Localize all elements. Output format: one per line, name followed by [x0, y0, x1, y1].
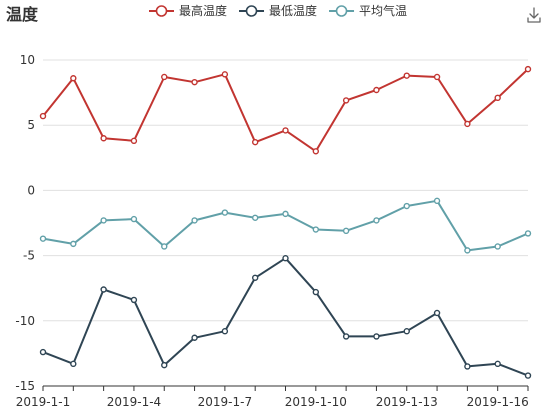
legend-swatch-marker	[155, 5, 168, 17]
legend-item[interactable]: 平均气温	[329, 3, 407, 18]
data-point[interactable]	[373, 333, 380, 340]
y-tick-label: 10	[20, 53, 35, 67]
legend-label: 最低温度	[269, 3, 317, 18]
data-point[interactable]	[494, 243, 501, 250]
y-axis: 10 5 0 -5 -10 -15	[15, 53, 35, 393]
data-point[interactable]	[282, 255, 289, 262]
data-point[interactable]	[373, 86, 380, 94]
data-point[interactable]	[342, 97, 350, 104]
data-point[interactable]	[403, 72, 410, 79]
data-point[interactable]	[100, 286, 107, 293]
data-point[interactable]	[161, 361, 168, 369]
data-point[interactable]	[464, 120, 471, 128]
data-point[interactable]	[342, 227, 350, 235]
data-point[interactable]	[464, 247, 471, 254]
data-point[interactable]	[70, 240, 77, 248]
data-point[interactable]	[494, 94, 501, 102]
data-point[interactable]	[100, 217, 107, 224]
data-point[interactable]	[312, 226, 320, 233]
x-tick-label: 2019-1-10	[285, 395, 347, 409]
data-point[interactable]	[312, 148, 320, 155]
y-tick-label: -15	[15, 379, 35, 393]
data-point[interactable]	[403, 202, 410, 210]
data-point[interactable]	[251, 138, 259, 146]
data-point[interactable]	[524, 65, 532, 73]
series-line	[42, 199, 529, 252]
x-tick-label: 2019-1-16	[467, 395, 529, 409]
data-point[interactable]	[221, 328, 229, 335]
data-point[interactable]	[433, 309, 441, 317]
data-point[interactable]	[191, 78, 198, 86]
data-point[interactable]	[524, 372, 532, 379]
chart-title: 温度	[5, 5, 39, 24]
data-point[interactable]	[373, 217, 380, 224]
data-point[interactable]	[342, 333, 350, 340]
data-point[interactable]	[221, 209, 229, 216]
x-tick-label: 2019-1-13	[376, 395, 438, 409]
data-point[interactable]	[191, 334, 198, 341]
data-point[interactable]	[161, 73, 168, 81]
x-tick-label: 2019-1-7	[198, 395, 252, 409]
y-tick-label: -5	[23, 249, 35, 263]
legend-label: 平均气温	[359, 3, 407, 18]
data-point[interactable]	[39, 112, 47, 120]
series-line	[42, 257, 529, 377]
x-tick-label: 2019-1-1	[16, 395, 70, 409]
data-point[interactable]	[524, 230, 532, 237]
grid-lines	[43, 59, 528, 322]
y-tick-label: 5	[27, 118, 35, 132]
data-point[interactable]	[282, 210, 289, 218]
data-point[interactable]	[464, 363, 471, 370]
data-point[interactable]	[70, 360, 77, 368]
data-point[interactable]	[39, 348, 47, 356]
data-point[interactable]	[100, 135, 107, 142]
data-point[interactable]	[433, 73, 441, 81]
data-point[interactable]	[403, 328, 410, 335]
series-1	[39, 65, 532, 155]
series-line	[42, 68, 529, 153]
download-icon	[527, 7, 541, 23]
data-point[interactable]	[494, 360, 501, 368]
legend-swatch-marker	[245, 5, 258, 17]
legend-swatch-marker	[335, 5, 348, 17]
data-point[interactable]	[130, 296, 138, 304]
legend-item[interactable]: 最低温度	[239, 3, 317, 18]
x-axis: 2019-1-1 2019-1-4 2019-1-7 2019-1-10 2019-1-…	[16, 385, 529, 409]
series-2	[39, 255, 532, 379]
data-point[interactable]	[221, 71, 229, 78]
legend-item[interactable]: 最高温度	[149, 3, 227, 18]
data-point[interactable]	[191, 217, 198, 224]
data-point[interactable]	[161, 243, 168, 250]
data-point[interactable]	[251, 214, 259, 221]
data-point[interactable]	[282, 127, 289, 134]
data-point[interactable]	[251, 274, 259, 281]
data-point[interactable]	[130, 137, 138, 145]
legend: 最高温度 最低温度 平均气温	[149, 3, 407, 18]
legend-label: 最高温度	[179, 3, 227, 18]
x-tick-label: 2019-1-4	[107, 395, 161, 409]
data-point[interactable]	[433, 197, 441, 205]
y-tick-label: -10	[15, 314, 35, 328]
data-point[interactable]	[39, 235, 47, 242]
data-point[interactable]	[130, 215, 138, 223]
y-tick-label: 0	[27, 183, 35, 197]
data-point[interactable]	[312, 288, 320, 296]
data-point[interactable]	[70, 75, 77, 82]
save-as-image-button[interactable]	[527, 7, 541, 23]
series-3	[39, 197, 532, 254]
series-layer	[39, 65, 532, 379]
